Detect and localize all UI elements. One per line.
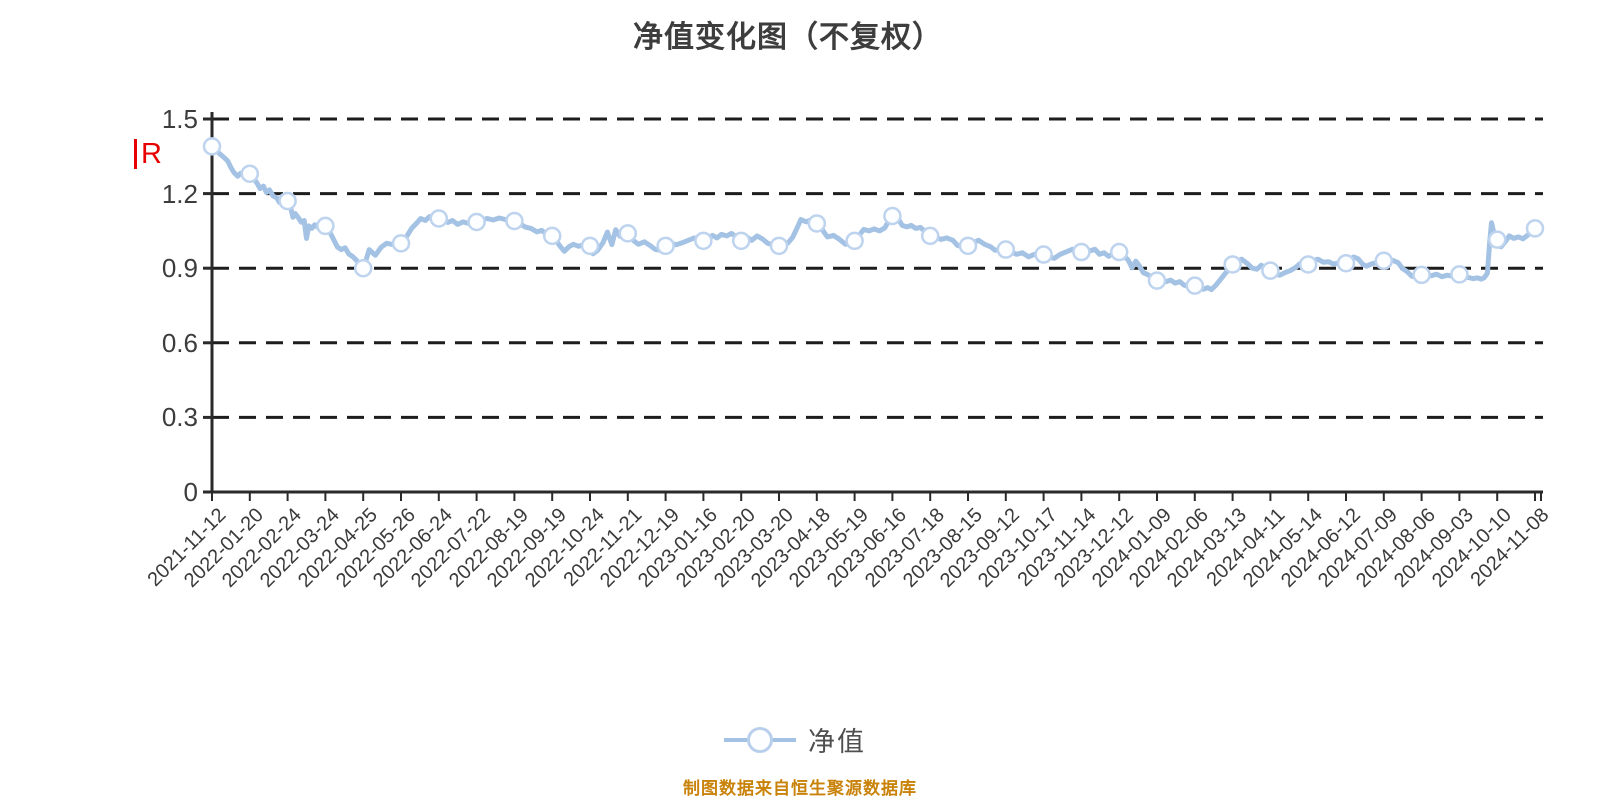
y-axis-label-0.9: 0.9 xyxy=(161,253,198,284)
y-axis-label-0.3: 0.3 xyxy=(161,402,198,433)
data-point-2024-04-11 xyxy=(1261,261,1280,280)
data-point-2023-09-12 xyxy=(996,240,1016,259)
data-point-2024-05-14 xyxy=(1298,255,1318,274)
data-point-2022-01-20 xyxy=(240,164,260,183)
data-point-2023-04-18 xyxy=(807,214,827,233)
data-point-2023-10-17 xyxy=(1034,245,1053,264)
data-point-2023-05-19 xyxy=(845,231,864,251)
data-point-2022-02-24 xyxy=(278,191,297,211)
y-axis-label-1.2: 1.2 xyxy=(161,178,198,209)
data-point-2022-09-19 xyxy=(542,226,562,246)
nav-line-series xyxy=(209,143,1542,293)
data-source-note: 制图数据来自恒生聚源数据库 xyxy=(683,779,917,798)
data-point-2022-08-19 xyxy=(505,211,524,231)
data-point-2023-01-16 xyxy=(694,231,713,251)
data-point-2024-10-10 xyxy=(1487,230,1507,249)
legend-item-nav[interactable]: 净值 xyxy=(724,720,866,759)
red-annotation: R xyxy=(134,139,162,169)
y-axis-label-0.6: 0.6 xyxy=(161,327,198,358)
data-point-2023-11-14 xyxy=(1072,242,1091,262)
data-point-2022-12-19 xyxy=(656,236,675,256)
data-point-2024-09-03 xyxy=(1450,265,1469,284)
data-point-2024-02-06 xyxy=(1185,276,1205,295)
data-point-2024-11-08 xyxy=(1525,219,1545,238)
data-point-2022-11-21 xyxy=(618,224,638,243)
data-point-2023-12-12 xyxy=(1109,242,1129,262)
data-point-2023-02-20 xyxy=(731,231,751,251)
data-point-2022-05-26 xyxy=(391,234,411,253)
data-point-2024-06-12 xyxy=(1336,253,1356,273)
y-axis-label-0: 0 xyxy=(183,477,198,507)
data-point-2022-04-25 xyxy=(353,258,373,278)
red-r-label: R xyxy=(141,138,162,170)
data-point-2023-06-16 xyxy=(883,206,902,226)
chart-title: 净值变化图（不复权） xyxy=(633,21,943,54)
data-point-2022-07-22 xyxy=(467,212,486,232)
red-tick-mark xyxy=(134,139,137,169)
data-point-2022-06-24 xyxy=(429,209,449,228)
data-point-2023-03-20 xyxy=(769,236,789,256)
legend-line-marker-icon xyxy=(724,723,796,757)
data-point-2023-08-15 xyxy=(958,236,978,256)
data-point-2024-03-13 xyxy=(1223,255,1242,274)
data-point-2024-01-09 xyxy=(1147,271,1167,290)
data-point-2024-07-09 xyxy=(1374,251,1394,270)
data-point-2022-10-24 xyxy=(580,236,600,256)
data-point-2021-11-12 xyxy=(202,137,222,156)
y-axis-label-1.5: 1.5 xyxy=(161,104,198,134)
data-point-2022-03-24 xyxy=(316,216,335,236)
legend-label: 净值 xyxy=(808,727,866,757)
data-point-2024-08-06 xyxy=(1412,265,1431,285)
data-point-2023-07-18 xyxy=(920,226,940,246)
